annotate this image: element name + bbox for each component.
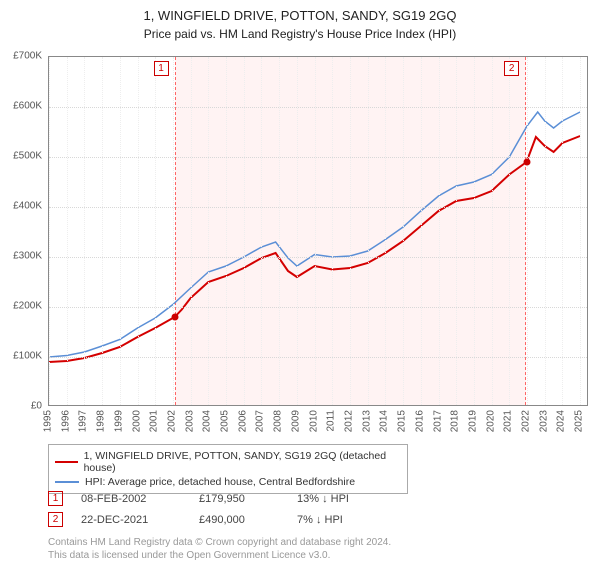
sale-date: 08-FEB-2002 — [81, 493, 181, 505]
sale-price: £179,950 — [199, 493, 279, 505]
sale-marker-flag: 2 — [504, 61, 519, 76]
x-axis-label: 2023 — [538, 410, 549, 432]
y-axis-label: £400K — [13, 201, 42, 212]
y-axis-label: £200K — [13, 301, 42, 312]
x-axis-label: 2018 — [450, 410, 461, 432]
x-axis-label: 1999 — [113, 410, 124, 432]
sale-marker-flag: 1 — [154, 61, 169, 76]
sale-diff: 7% ↓ HPI — [297, 514, 387, 526]
y-axis-label: £300K — [13, 251, 42, 262]
x-axis-label: 2017 — [432, 410, 443, 432]
sale-dot-icon — [171, 314, 178, 321]
plot-region: 12 — [48, 56, 588, 406]
legend-item: 1, WINGFIELD DRIVE, POTTON, SANDY, SG19 … — [55, 449, 401, 475]
chart-container: 1, WINGFIELD DRIVE, POTTON, SANDY, SG19 … — [0, 8, 600, 568]
x-axis-label: 2016 — [414, 410, 425, 432]
x-axis-label: 2019 — [467, 410, 478, 432]
x-axis-label: 2024 — [556, 410, 567, 432]
sale-row: 2 22-DEC-2021 £490,000 7% ↓ HPI — [48, 509, 588, 530]
x-axis-label: 2000 — [131, 410, 142, 432]
sale-dot-icon — [523, 159, 530, 166]
sale-price: £490,000 — [199, 514, 279, 526]
x-axis-label: 1995 — [43, 410, 54, 432]
chart-subtitle: Price paid vs. HM Land Registry's House … — [0, 27, 600, 41]
x-axis-label: 2008 — [273, 410, 284, 432]
y-axis-label: £100K — [13, 351, 42, 362]
legend: 1, WINGFIELD DRIVE, POTTON, SANDY, SG19 … — [48, 444, 408, 494]
sale-diff: 13% ↓ HPI — [297, 493, 387, 505]
legend-item: HPI: Average price, detached house, Cent… — [55, 475, 401, 489]
y-axis-label: £0 — [31, 401, 42, 412]
y-axis-label: £700K — [13, 51, 42, 62]
sale-date: 22-DEC-2021 — [81, 514, 181, 526]
x-axis-label: 2012 — [343, 410, 354, 432]
x-axis-label: 2006 — [237, 410, 248, 432]
y-axis-label: £500K — [13, 151, 42, 162]
line-layer — [49, 57, 589, 407]
sales-table: 1 08-FEB-2002 £179,950 13% ↓ HPI 2 22-DE… — [48, 488, 588, 530]
legend-swatch — [55, 461, 78, 463]
legend-swatch — [55, 481, 79, 483]
x-axis-label: 2021 — [503, 410, 514, 432]
x-axis-label: 2001 — [149, 410, 160, 432]
y-axis-label: £600K — [13, 101, 42, 112]
x-axis-label: 2022 — [521, 410, 532, 432]
sale-marker-icon: 1 — [48, 491, 63, 506]
sale-row: 1 08-FEB-2002 £179,950 13% ↓ HPI — [48, 488, 588, 509]
legend-label: HPI: Average price, detached house, Cent… — [85, 476, 355, 488]
footnote-line: This data is licensed under the Open Gov… — [48, 549, 391, 562]
x-axis-label: 2015 — [397, 410, 408, 432]
x-axis-label: 2010 — [308, 410, 319, 432]
x-axis-label: 2013 — [361, 410, 372, 432]
x-axis-label: 1996 — [60, 410, 71, 432]
x-axis-label: 1998 — [96, 410, 107, 432]
x-axis-label: 2003 — [184, 410, 195, 432]
x-axis-label: 2025 — [574, 410, 585, 432]
legend-label: 1, WINGFIELD DRIVE, POTTON, SANDY, SG19 … — [84, 450, 401, 474]
x-axis-label: 2011 — [326, 410, 337, 432]
x-axis-label: 2004 — [202, 410, 213, 432]
x-axis-label: 2007 — [255, 410, 266, 432]
x-axis-label: 2002 — [166, 410, 177, 432]
x-axis-label: 2009 — [290, 410, 301, 432]
chart-title: 1, WINGFIELD DRIVE, POTTON, SANDY, SG19 … — [0, 8, 600, 23]
sale-marker-icon: 2 — [48, 512, 63, 527]
footnote: Contains HM Land Registry data © Crown c… — [48, 536, 391, 562]
footnote-line: Contains HM Land Registry data © Crown c… — [48, 536, 391, 549]
chart-area: 12 £0£100K£200K£300K£400K£500K£600K£700K… — [48, 56, 588, 406]
x-axis-label: 2005 — [220, 410, 231, 432]
x-axis-label: 2014 — [379, 410, 390, 432]
x-axis-label: 1997 — [78, 410, 89, 432]
x-axis-label: 2020 — [485, 410, 496, 432]
